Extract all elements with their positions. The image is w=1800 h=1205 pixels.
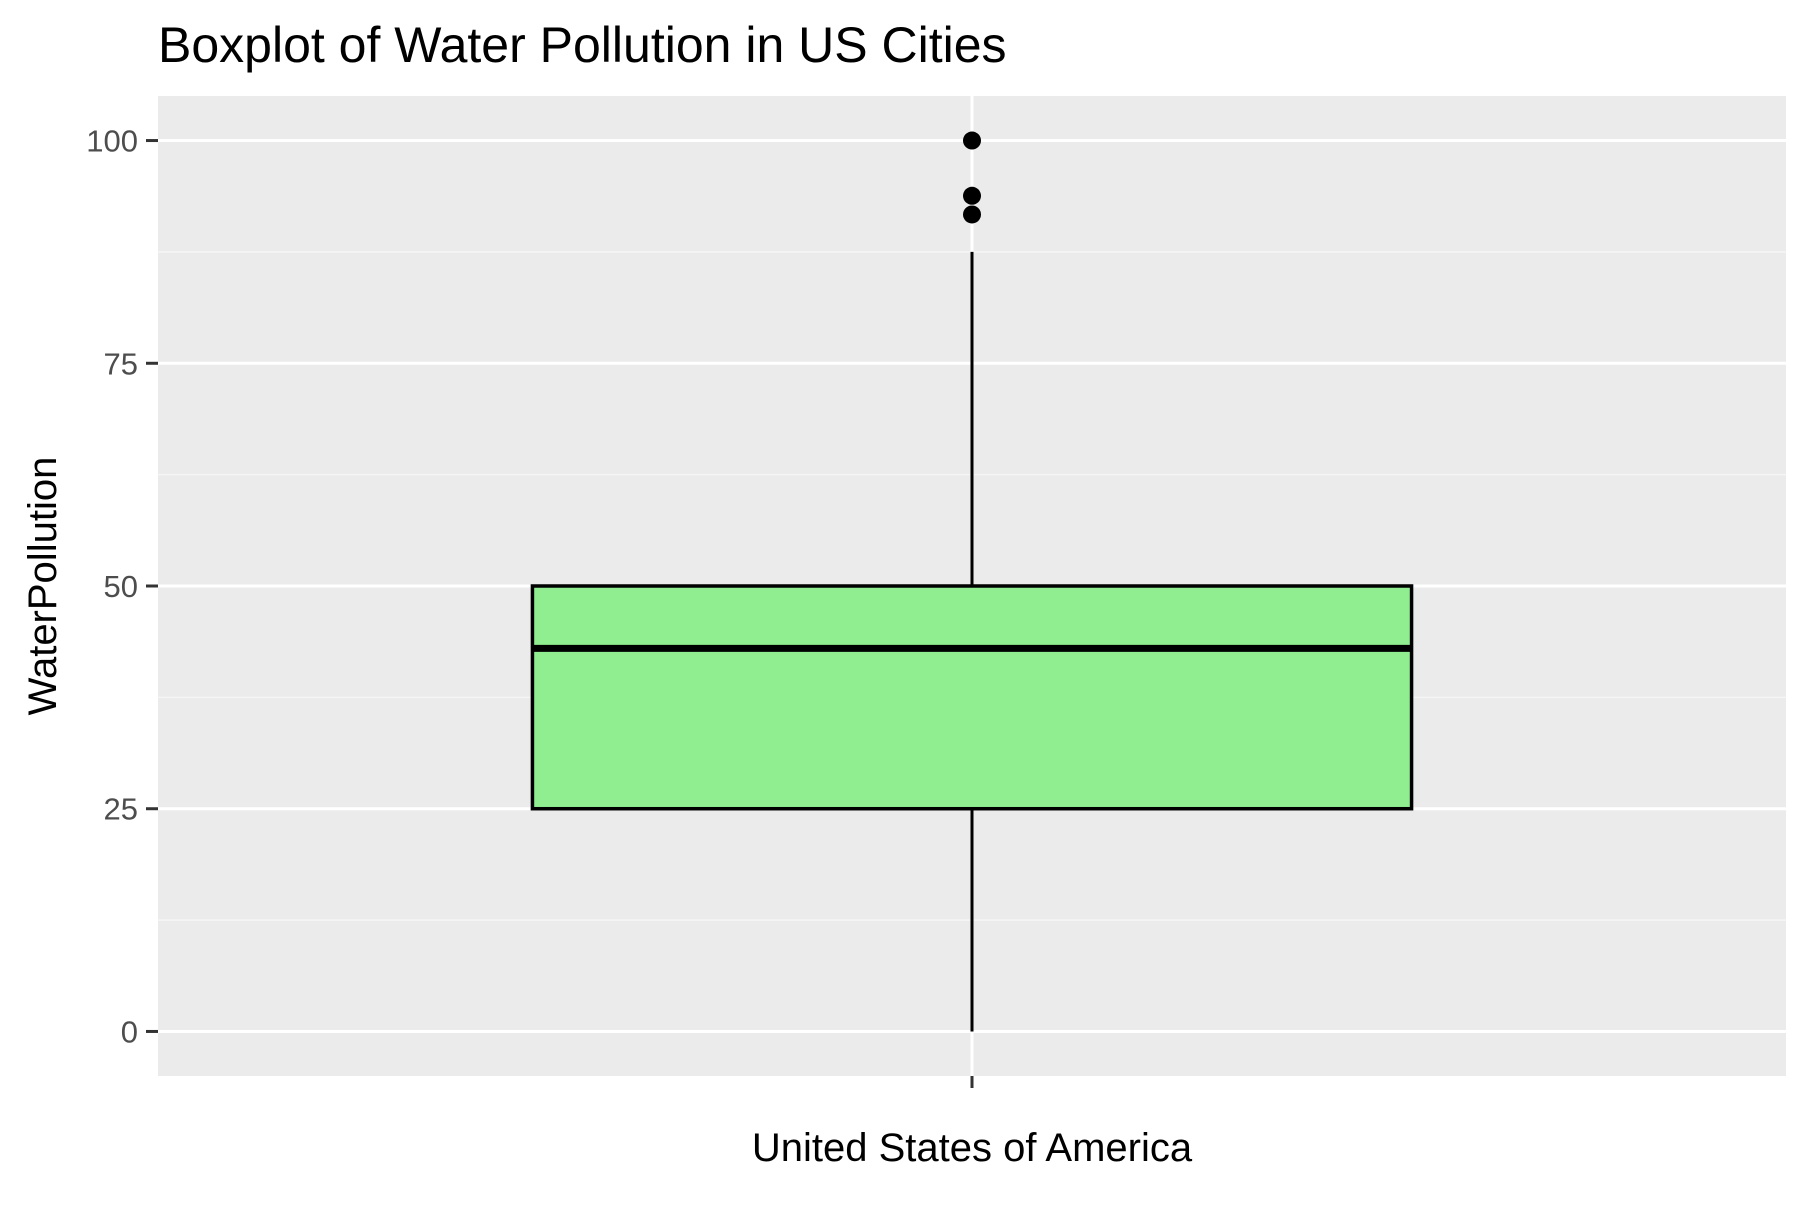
y-tick-label: 100: [86, 124, 138, 159]
x-tick-label: United States of America: [752, 1126, 1193, 1170]
outlier-point: [963, 205, 981, 224]
chart-title: Boxplot of Water Pollution in US Cities: [158, 17, 1007, 73]
outlier-point: [963, 186, 981, 205]
y-tick-label: 50: [104, 569, 138, 604]
axes: 0 25 50 75 100 United States of America: [86, 124, 1193, 1170]
boxplot-layer: [530, 131, 1414, 1032]
y-tick-label: 75: [104, 346, 138, 381]
outlier-point: [963, 131, 981, 150]
y-axis-title: WaterPollution: [21, 457, 65, 716]
y-tick-label: 0: [121, 1014, 138, 1049]
box-group: [530, 131, 1414, 1032]
iqr-box: [530, 584, 1414, 811]
y-tick-label: 25: [104, 792, 138, 827]
